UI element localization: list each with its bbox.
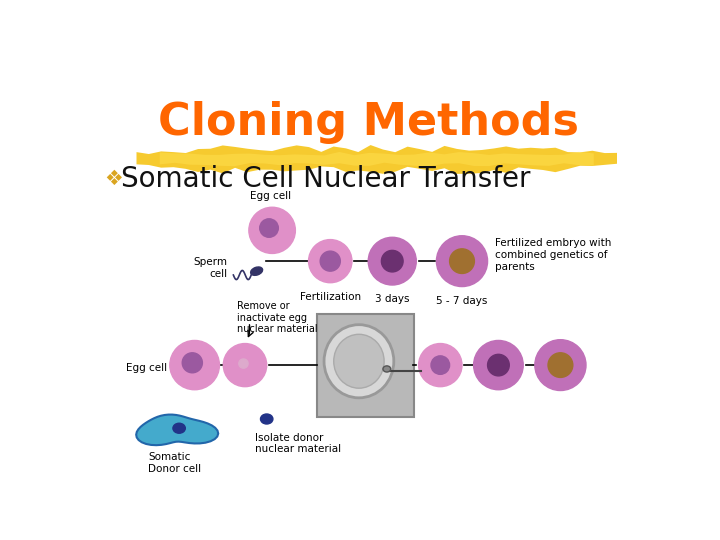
Text: Egg cell: Egg cell [250,191,291,201]
Text: ❖: ❖ [104,169,122,189]
Text: Isolate donor
nuclear material: Isolate donor nuclear material [255,433,341,455]
Ellipse shape [535,340,586,390]
Text: Cloning Methods: Cloning Methods [158,101,580,144]
Ellipse shape [223,343,266,387]
Text: Fertilized embryo with
combined genetics of
parents: Fertilized embryo with combined genetics… [495,238,612,272]
Ellipse shape [431,356,449,374]
Ellipse shape [261,414,273,424]
Text: 3 days: 3 days [375,294,410,304]
Polygon shape [136,415,218,445]
Ellipse shape [260,219,279,237]
Ellipse shape [436,236,487,287]
Ellipse shape [418,343,462,387]
Ellipse shape [449,249,474,273]
Text: Somatic Cell Nuclear Transfer: Somatic Cell Nuclear Transfer [121,165,531,193]
Text: Remove or
inactivate egg
nuclear material: Remove or inactivate egg nuclear materia… [238,301,318,334]
Ellipse shape [170,340,220,390]
Ellipse shape [383,366,391,372]
Ellipse shape [382,251,403,272]
Text: Somatic
Donor cell: Somatic Donor cell [148,452,202,474]
Ellipse shape [239,359,248,368]
Ellipse shape [182,353,202,373]
Ellipse shape [474,340,523,390]
Ellipse shape [368,237,416,285]
Polygon shape [160,152,594,166]
Ellipse shape [324,325,394,398]
Ellipse shape [548,353,573,377]
Text: Egg cell: Egg cell [125,363,167,373]
Ellipse shape [251,267,263,275]
Bar [317,314,414,417]
Ellipse shape [334,334,384,388]
Text: Fertilization: Fertilization [300,292,361,302]
Text: Sperm
cell: Sperm cell [193,257,228,279]
Ellipse shape [173,423,185,433]
Ellipse shape [309,240,352,283]
Ellipse shape [487,354,509,376]
Ellipse shape [320,251,341,271]
Text: 5 - 7 days: 5 - 7 days [436,296,487,306]
Ellipse shape [249,207,295,253]
Polygon shape [137,145,617,174]
